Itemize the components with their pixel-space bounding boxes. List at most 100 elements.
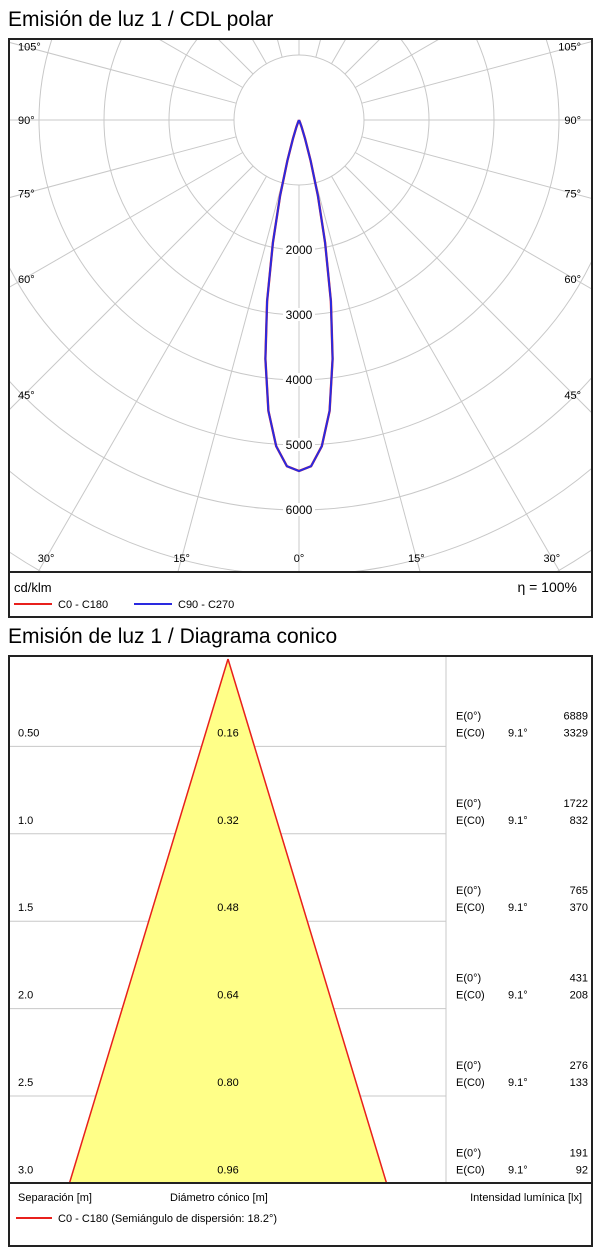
cone-distance-label: 1.0 — [18, 815, 33, 827]
cone-ec0-label: E(C0) — [456, 727, 485, 739]
radial-tick-bg — [283, 373, 315, 386]
cone-distance-label: 3.0 — [18, 1164, 33, 1176]
cone-ec0-value: 832 — [570, 815, 588, 827]
polar-grid-radial — [315, 40, 321, 58]
polar-grid-radial — [37, 176, 267, 572]
cone-ec0-value: 3329 — [564, 727, 588, 739]
polar-grid-radial — [10, 42, 237, 104]
angle-label-bottom: 15° — [408, 553, 425, 565]
polar-curve-c90-c270 — [264, 119, 334, 473]
cone-distance-label: 2.0 — [18, 990, 33, 1002]
cone-diameter-label: 0.64 — [217, 990, 238, 1002]
angle-label-bottom: 30° — [544, 553, 561, 565]
cone-ec0-value: 92 — [576, 1164, 588, 1176]
cone-e0-value: 6889 — [564, 710, 588, 722]
cone-diameter-label: 0.48 — [217, 902, 238, 914]
cone-distance-label: 1.5 — [18, 902, 33, 914]
cone-angle-label: 9.1° — [508, 990, 528, 1002]
cone-diameter-axis-label: Diámetro cónico [m] — [170, 1192, 268, 1204]
polar-grid-radial — [10, 152, 243, 288]
polar-grid-radial — [177, 182, 283, 572]
angle-label-bottom: 0° — [294, 553, 305, 565]
cone-ec0-label: E(C0) — [456, 902, 485, 914]
radial-tick-bg — [283, 243, 315, 256]
cone-ec0-value: 208 — [570, 990, 588, 1002]
cone-ec0-label: E(C0) — [456, 1164, 485, 1176]
cone-angle-label: 9.1° — [508, 1164, 528, 1176]
cone-e0-value: 765 — [570, 885, 588, 897]
angle-label-left: 105° — [18, 41, 41, 53]
cone-intensity-label: Intensidad lumínica [lx] — [470, 1192, 582, 1204]
cone-e0-value: 1722 — [564, 798, 588, 810]
cone-ec0-value: 133 — [570, 1077, 588, 1089]
radial-tick-bg — [283, 438, 315, 451]
cone-e0-label: E(0°) — [456, 1147, 481, 1159]
cone-angle-label: 9.1° — [508, 727, 528, 739]
polar-chart-title: Emisión de luz 1 / CDL polar — [8, 8, 274, 31]
polar-grid-radial — [361, 41, 591, 104]
polar-chart: 2000 3000 4000 5000 6000 105° 105° 90° 90° 75° 75°… — [10, 40, 591, 611]
angle-label-right: 75° — [564, 189, 581, 201]
radial-tick-label: 3000 — [286, 308, 313, 322]
polar-grid-radial — [10, 165, 254, 410]
cone-e0-label: E(0°) — [456, 798, 481, 810]
cone-e0-value: 431 — [570, 973, 588, 985]
angle-label-left: 60° — [18, 274, 35, 286]
cone-angle-label: 9.1° — [508, 1077, 528, 1089]
cone-diameter-label: 0.32 — [217, 815, 238, 827]
polar-grid-radial — [361, 136, 591, 199]
polar-grid-radial — [277, 40, 283, 58]
cone-e0-value: 191 — [570, 1147, 588, 1159]
polar-grid-radial — [315, 182, 421, 572]
angle-label-bottom: 15° — [173, 553, 190, 565]
polar-chart-frame: 2000 3000 4000 5000 6000 105° 105° 90° 90° 75° 75°… — [8, 38, 593, 618]
cone-ec0-label: E(C0) — [456, 990, 485, 1002]
cone-separation-label: Separación [m] — [18, 1192, 92, 1204]
angle-label-bottom: 30° — [38, 553, 55, 565]
radial-tick-bg — [283, 308, 315, 321]
cone-e0-label: E(0°) — [456, 973, 481, 985]
cone-chart-title: Emisión de luz 1 / Diagrama conico — [8, 625, 338, 648]
radial-tick-label: 6000 — [286, 503, 313, 517]
cone-diameter-label: 0.80 — [217, 1077, 238, 1089]
polar-plot-area: 2000 3000 4000 5000 6000 105° 105° 90° 90° 75° 75°… — [10, 40, 591, 572]
polar-grid-radial — [10, 136, 237, 198]
cone-distance-label: 2.5 — [18, 1077, 33, 1089]
legend-label-c0-c180: C0 - C180 — [58, 599, 108, 611]
cone-diagram: 0.50 0.16 E(0°) 6889 E(C0) 9.1° 3329 1.0 0.32 E(0… — [10, 657, 591, 1225]
cone-ec0-label: E(C0) — [456, 1077, 485, 1089]
cone-ec0-value: 370 — [570, 902, 588, 914]
angle-label-right: 90° — [564, 115, 581, 127]
radial-tick-bg — [283, 503, 315, 516]
cone-e0-label: E(0°) — [456, 710, 481, 722]
radial-tick-label: 4000 — [286, 373, 313, 387]
cone-diameter-label: 0.96 — [217, 1164, 238, 1176]
polar-grid-radial — [344, 165, 591, 413]
cone-angle-label: 9.1° — [508, 902, 528, 914]
cone-fill — [69, 659, 387, 1183]
radial-tick-label: 2000 — [286, 243, 313, 257]
cone-e0-value: 276 — [570, 1060, 588, 1072]
angle-label-right: 45° — [564, 390, 581, 402]
cone-e0-label: E(0°) — [456, 885, 481, 897]
cone-angle-label: 9.1° — [508, 815, 528, 827]
cone-distance-label: 0.50 — [18, 727, 39, 739]
legend-label-c90-c270: C90 - C270 — [178, 599, 234, 611]
polar-unit-label: cd/klm — [14, 580, 52, 595]
polar-grid-radial — [331, 176, 561, 572]
angle-label-right: 105° — [558, 41, 581, 53]
angle-label-left: 75° — [18, 189, 35, 201]
angle-label-left: 45° — [18, 390, 35, 402]
polar-grid-radial — [355, 152, 591, 290]
cone-legend-label: C0 - C180 (Semiángulo de dispersión: 18.… — [58, 1213, 277, 1225]
cone-edge-left — [68, 658, 229, 1184]
cone-e0-label: E(0°) — [456, 1060, 481, 1072]
cone-edge-right — [227, 658, 388, 1184]
radial-tick-label: 5000 — [286, 438, 313, 452]
cone-diameter-label: 0.16 — [217, 727, 238, 739]
angle-label-right: 60° — [564, 274, 581, 286]
cone-ec0-label: E(C0) — [456, 815, 485, 827]
angle-label-left: 90° — [18, 115, 35, 127]
cone-chart-frame: 0.50 0.16 E(0°) 6889 E(C0) 9.1° 3329 1.0 0.32 E(0… — [8, 655, 593, 1247]
polar-efficiency-label: η = 100% — [517, 579, 577, 595]
